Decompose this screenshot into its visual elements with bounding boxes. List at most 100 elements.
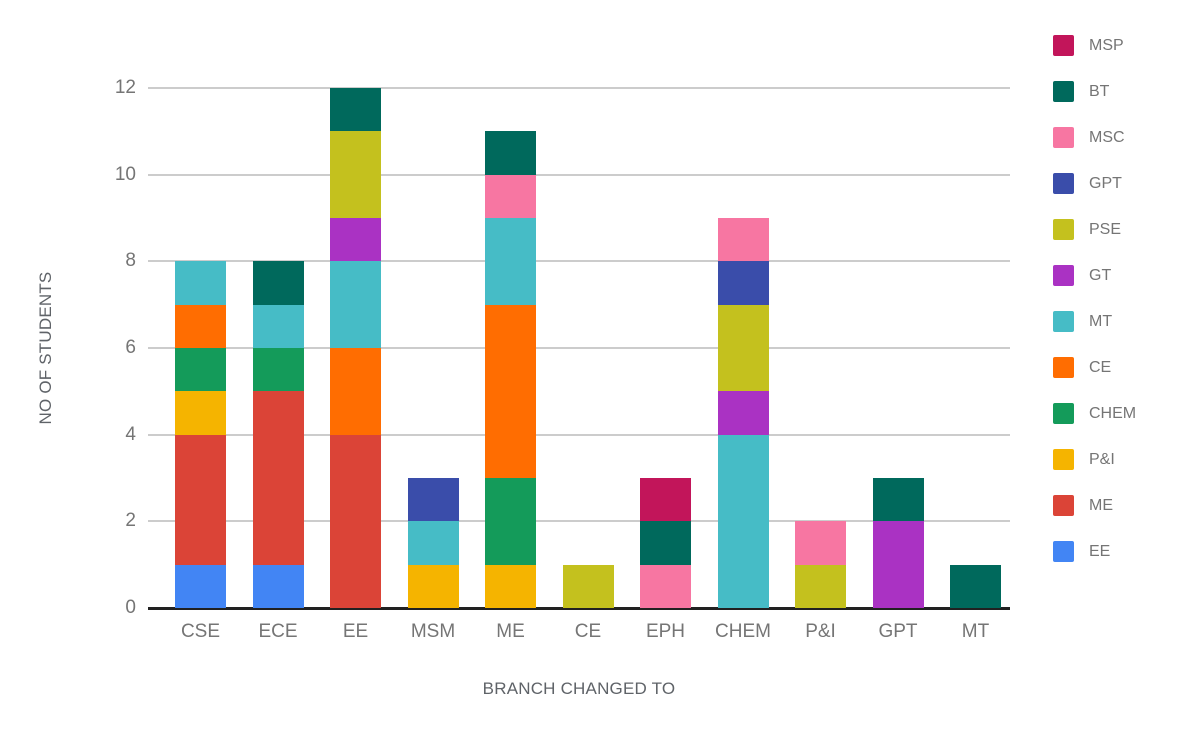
bar-ME-segment-MT[interactable] bbox=[485, 218, 536, 305]
x-tick-label-GPT: GPT bbox=[878, 621, 918, 642]
y-tick-label-2: 2 bbox=[125, 510, 136, 532]
bar-EE-segment-BT[interactable] bbox=[330, 88, 381, 132]
bar-P&I-segment-MSC[interactable] bbox=[795, 521, 846, 565]
gridline-y4 bbox=[148, 433, 1010, 436]
y-tick-label-0: 0 bbox=[125, 597, 136, 618]
bar-CHEM-segment-MSC[interactable] bbox=[717, 218, 769, 262]
legend-label: CE bbox=[1089, 359, 1112, 376]
legend-swatch-icon bbox=[1053, 403, 1074, 424]
legend-item-MT[interactable]: MT bbox=[1053, 311, 1136, 332]
gridline-y12 bbox=[148, 87, 1010, 89]
bar-EPH-segment-MSC[interactable] bbox=[640, 564, 691, 608]
legend-label: PSE bbox=[1089, 221, 1122, 238]
x-tick-label-MSM: MSM bbox=[410, 621, 456, 642]
legend-swatch-icon bbox=[1053, 173, 1074, 194]
bar-CSE-segment-EE[interactable] bbox=[175, 564, 226, 608]
bar-CHEM-segment-GT[interactable] bbox=[717, 391, 769, 435]
legend-item-GT[interactable]: GT bbox=[1053, 265, 1136, 286]
bar-CHEM-segment-GPT[interactable] bbox=[717, 261, 769, 305]
legend-item-PSE[interactable]: PSE bbox=[1053, 219, 1136, 240]
gridline-y2 bbox=[148, 520, 1010, 523]
x-tick-label-CSE: CSE bbox=[180, 621, 221, 642]
bar-ECE-segment-BT[interactable] bbox=[252, 261, 304, 305]
legend-swatch-icon bbox=[1053, 265, 1074, 286]
bar-CSE-segment-MT[interactable] bbox=[175, 261, 226, 305]
x-tick-label-EPH: EPH bbox=[645, 621, 686, 642]
legend-swatch-icon bbox=[1053, 495, 1074, 516]
y-tick-label-6: 6 bbox=[125, 337, 136, 358]
y-tick-label-4: 4 bbox=[125, 423, 136, 445]
x-tick-label-MT: MT bbox=[961, 621, 990, 642]
legend-item-P&I[interactable]: P&I bbox=[1053, 449, 1136, 470]
legend-item-MSC[interactable]: MSC bbox=[1053, 127, 1136, 148]
bar-EPH-segment-BT[interactable] bbox=[640, 521, 691, 565]
legend-item-BT[interactable]: BT bbox=[1053, 81, 1136, 102]
bar-ME-segment-P&I[interactable] bbox=[485, 564, 536, 608]
bar-CSE-segment-ME[interactable] bbox=[175, 434, 226, 565]
y-tick-label-10: 10 bbox=[114, 163, 136, 185]
x-tick-label-ME: ME bbox=[496, 621, 525, 642]
bar-EPH-segment-MSP[interactable] bbox=[640, 478, 691, 522]
bar-MSM-segment-MT[interactable] bbox=[407, 521, 459, 565]
legend-item-GPT[interactable]: GPT bbox=[1053, 173, 1136, 194]
x-tick-label-CE: CE bbox=[574, 621, 602, 642]
bar-ECE-segment-ME[interactable] bbox=[252, 391, 304, 565]
bar-P&I-segment-PSE[interactable] bbox=[795, 564, 846, 608]
legend-swatch-icon bbox=[1053, 81, 1074, 102]
bar-GPT-segment-GT[interactable] bbox=[872, 521, 924, 608]
legend-label: P&I bbox=[1089, 451, 1115, 468]
bar-ME-segment-BT[interactable] bbox=[485, 131, 536, 175]
bar-EE-segment-MT[interactable] bbox=[330, 261, 381, 348]
x-tick-label-ECE: ECE bbox=[258, 621, 298, 642]
gridline-y6 bbox=[148, 347, 1010, 349]
bar-EE-segment-GT[interactable] bbox=[330, 218, 381, 262]
legend-swatch-icon bbox=[1053, 541, 1074, 562]
bar-CHEM-segment-MT[interactable] bbox=[717, 434, 769, 608]
legend-swatch-icon bbox=[1053, 127, 1074, 148]
bar-GPT-segment-BT[interactable] bbox=[872, 478, 924, 522]
bar-ME-segment-CE[interactable] bbox=[485, 304, 536, 478]
legend-item-ME[interactable]: ME bbox=[1053, 495, 1136, 516]
bar-CE-segment-PSE[interactable] bbox=[562, 564, 614, 608]
bar-EE-segment-ME[interactable] bbox=[330, 434, 381, 608]
legend-swatch-icon bbox=[1053, 449, 1074, 470]
legend-swatch-icon bbox=[1053, 35, 1074, 56]
bar-MT-segment-BT[interactable] bbox=[950, 564, 1001, 608]
plot-area bbox=[148, 87, 1010, 610]
x-tick-label-CHEM: CHEM bbox=[715, 621, 771, 642]
legend-label: MSP bbox=[1089, 37, 1124, 54]
y-axis-title: NO OF STUDENTS bbox=[36, 271, 55, 425]
bar-ECE-segment-MT[interactable] bbox=[252, 304, 304, 348]
bar-ME-segment-MSC[interactable] bbox=[485, 174, 536, 218]
legend-label: BT bbox=[1089, 83, 1110, 100]
legend-label: GPT bbox=[1089, 175, 1122, 192]
bar-MSM-segment-GPT[interactable] bbox=[407, 478, 459, 522]
y-tick-label-12: 12 bbox=[114, 77, 136, 98]
y-tick-label-8: 8 bbox=[125, 250, 136, 272]
legend-item-MSP[interactable]: MSP bbox=[1053, 35, 1136, 56]
bar-MSM-segment-P&I[interactable] bbox=[407, 564, 459, 608]
bar-ECE-segment-CHEM[interactable] bbox=[252, 348, 304, 392]
bar-EE-segment-PSE[interactable] bbox=[330, 131, 381, 218]
legend-label: EE bbox=[1089, 543, 1111, 560]
legend-item-CE[interactable]: CE bbox=[1053, 357, 1136, 378]
legend-label: ME bbox=[1089, 497, 1113, 514]
bar-EE-segment-CE[interactable] bbox=[330, 348, 381, 435]
bar-CSE-segment-CHEM[interactable] bbox=[175, 348, 226, 392]
bar-CSE-segment-CE[interactable] bbox=[175, 304, 226, 348]
bar-CHEM-segment-PSE[interactable] bbox=[717, 304, 769, 392]
legend-label: CHEM bbox=[1089, 405, 1137, 422]
legend-item-CHEM[interactable]: CHEM bbox=[1053, 403, 1136, 424]
legend-swatch-icon bbox=[1053, 219, 1074, 240]
bar-ECE-segment-EE[interactable] bbox=[252, 564, 304, 608]
x-tick-label-P&I: P&I bbox=[805, 621, 836, 642]
bar-CSE-segment-P&I[interactable] bbox=[175, 391, 226, 435]
bar-ME-segment-CHEM[interactable] bbox=[485, 478, 536, 565]
x-axis-title: BRANCH CHANGED TO bbox=[482, 679, 676, 698]
legend-label: MSC bbox=[1089, 129, 1125, 146]
legend-swatch-icon bbox=[1053, 311, 1074, 332]
gridline-y8 bbox=[148, 260, 1010, 263]
legend-item-EE[interactable]: EE bbox=[1053, 541, 1136, 562]
legend-label: GT bbox=[1089, 267, 1112, 284]
